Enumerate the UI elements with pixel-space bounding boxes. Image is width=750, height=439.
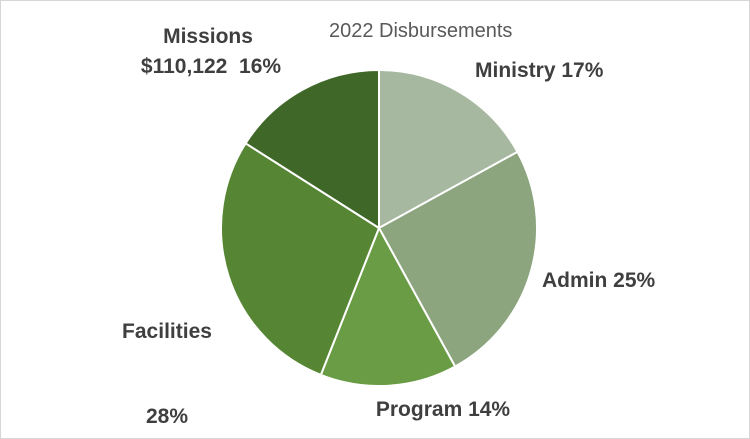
label-admin: Admin 25% xyxy=(542,269,656,292)
label-facilities-line2: 28% xyxy=(145,404,189,428)
pie-slice-missions xyxy=(244,69,380,229)
pie-slice-ministry xyxy=(378,69,519,229)
label-missions-detail: $110,122 16% xyxy=(140,55,282,78)
label-facilities-line1: Facilities xyxy=(122,319,212,343)
label-ministry: Ministry 17% xyxy=(475,59,604,82)
chart-title: 2022 Disbursements xyxy=(329,20,513,42)
label-missions-name: Missions xyxy=(163,25,253,48)
pie-slice-admin xyxy=(378,150,538,368)
pie-slice-facilities xyxy=(220,142,380,376)
label-program: Program 14% xyxy=(375,398,511,421)
label-facilities: Facilities 28% xyxy=(122,261,212,438)
pie-slice-program xyxy=(319,227,457,387)
